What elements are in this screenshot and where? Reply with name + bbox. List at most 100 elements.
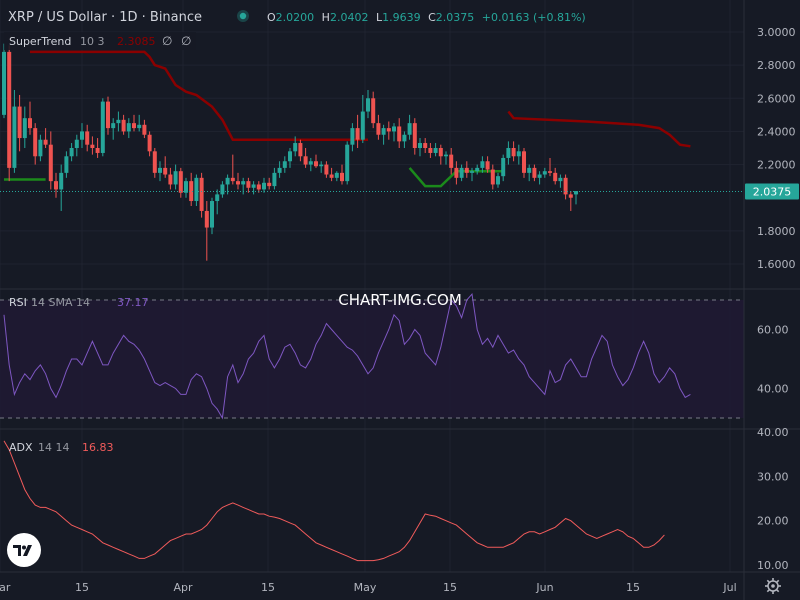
candle [246, 177, 251, 193]
candle [184, 177, 188, 198]
adx-axis-tick: 20.00 [757, 515, 789, 528]
candle-body [38, 139, 43, 157]
candle-body [116, 119, 121, 124]
watermark: CHART-IMG.COM [338, 291, 462, 309]
candle-body [329, 174, 334, 178]
candle [553, 167, 558, 185]
price-axis-main[interactable]: 3.0000 2.8000 2.6000 2.4000 2.2000 1.8000 1.60… [757, 26, 796, 271]
candle-body [215, 194, 220, 202]
candle-body [54, 181, 58, 190]
tradingview-logo-icon[interactable] [7, 533, 41, 567]
hidden-eye-icon-2[interactable]: ∅ [181, 34, 191, 48]
ohlc-low-value: 1.9639 [382, 11, 421, 24]
candle [137, 114, 142, 132]
ohlc-low-label: L [376, 11, 383, 24]
candle-body [33, 128, 38, 157]
candle-body [48, 144, 53, 182]
candle [324, 161, 329, 178]
candle-body [485, 161, 490, 170]
time-axis-tick: Apr [173, 581, 193, 594]
candle [480, 156, 485, 173]
candle [204, 201, 209, 261]
candle [407, 114, 412, 140]
candle [433, 143, 438, 157]
candle-body [568, 194, 573, 198]
candle-body [470, 171, 474, 173]
candle [142, 119, 147, 139]
candle [22, 106, 27, 148]
candle-body [438, 148, 443, 157]
candle [558, 174, 563, 188]
candle [532, 164, 537, 182]
candle [454, 161, 459, 185]
candle [116, 111, 121, 132]
candle [100, 98, 105, 157]
candle [220, 181, 225, 198]
price-axis-tick: 2.6000 [757, 92, 796, 105]
hidden-eye-icon[interactable]: ∅ [162, 34, 172, 48]
adx-line [3, 440, 665, 562]
supertrend-downtrend-line [30, 50, 691, 148]
candle [54, 172, 58, 198]
candle-body [43, 139, 48, 145]
price-axis-tick: 1.8000 [757, 225, 796, 238]
candle-body [95, 148, 100, 153]
candle [319, 161, 324, 173]
candle [329, 167, 334, 182]
candle [506, 141, 511, 165]
candle-body [184, 181, 188, 193]
candle-body [256, 184, 261, 190]
candle-body [69, 148, 74, 157]
candle-body [444, 154, 448, 157]
candle [95, 138, 100, 158]
adx-legend[interactable]: ADX 14 14 16.83 [9, 441, 114, 454]
candle-body [423, 143, 428, 148]
supertrend-legend[interactable]: SuperTrend 10 3 2.3085 ∅ ∅ [4, 32, 196, 50]
price-axis-adx[interactable]: 40.00 30.00 20.00 10.00 [757, 426, 789, 572]
candle-body [288, 151, 292, 162]
supertrend-params: 10 3 [80, 35, 105, 48]
candle [256, 181, 261, 193]
candle-body [532, 167, 537, 178]
candle-body [324, 164, 329, 175]
candle-body [220, 184, 225, 195]
candle [548, 157, 552, 177]
price-axis-tick: 2.8000 [757, 59, 796, 72]
candle [288, 148, 292, 168]
candle [386, 121, 391, 140]
settings-gear-icon[interactable] [765, 578, 781, 594]
price-axis-rsi[interactable]: 60.00 40.00 [757, 324, 789, 396]
candle [402, 131, 407, 148]
candle-body [80, 131, 84, 140]
candle-body [121, 119, 126, 132]
candle [267, 177, 272, 190]
rsi-params: 14 SMA 14 [31, 296, 90, 309]
time-axis-tick: 15 [75, 581, 89, 594]
candle-body [366, 98, 370, 112]
candle-body [459, 167, 464, 178]
candle [334, 171, 339, 182]
ohlc-open-value: 2.0200 [276, 11, 315, 24]
candle [38, 134, 43, 162]
rsi-axis-tick: 40.00 [757, 383, 789, 396]
candle-body [199, 177, 204, 211]
svg-text:O2.0200 H2.0402 L1.963: O2.0200 H2.0402 L1.9639 C2.0375 +0.0163 … [267, 11, 586, 24]
candle [251, 181, 256, 195]
candle-body [553, 172, 558, 182]
candle [568, 191, 573, 211]
ohlc-high-label: H [322, 11, 330, 24]
candle-body [100, 101, 105, 153]
price-axis-tick: 3.0000 [757, 26, 796, 39]
candle [33, 123, 38, 165]
rsi-legend[interactable]: RSI 14 SMA 14 37.17 [9, 296, 149, 309]
candle-body [22, 118, 27, 139]
candle-body [506, 148, 511, 158]
candle [516, 144, 521, 165]
adx-axis-tick: 40.00 [757, 426, 789, 439]
candle-body [132, 123, 136, 129]
time-axis[interactable]: Mar 15 Apr 15 May 15 Jun 15 Jul [0, 581, 737, 594]
candle-body [449, 154, 454, 168]
candle [126, 118, 131, 139]
candle [470, 167, 474, 182]
symbol-title[interactable]: XRP / US Dollar · 1D · Binance [8, 10, 202, 25]
